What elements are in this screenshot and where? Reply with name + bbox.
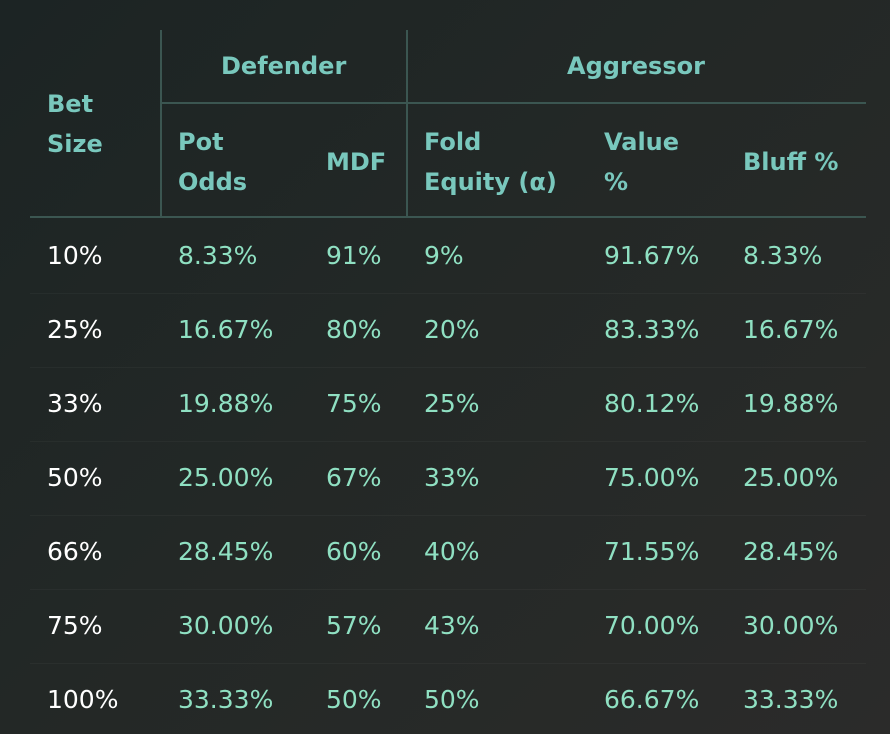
header-bet-size: Bet Size [47, 84, 103, 164]
cell-bluff-pct: 19.88% [743, 389, 839, 418]
cell-pot-odds: 28.45% [178, 537, 274, 566]
header-fold-equity-line1: Fold [424, 128, 482, 156]
cell-fold-equity: 20% [424, 315, 480, 344]
row-separator [30, 293, 866, 294]
header-pot-odds: Pot Odds [178, 122, 247, 202]
header-value-pct-line1: Value [604, 128, 680, 156]
cell-value-pct: 71.55% [604, 537, 700, 566]
header-bluff-pct: Bluff % [743, 148, 839, 176]
cell-value-pct: 83.33% [604, 315, 700, 344]
cell-bet-size: 75% [47, 611, 103, 640]
cell-bet-size: 100% [47, 685, 119, 714]
header-bottom-border [30, 216, 866, 218]
cell-bet-size: 10% [47, 241, 103, 270]
cell-value-pct: 91.67% [604, 241, 700, 270]
cell-pot-odds: 30.00% [178, 611, 274, 640]
cell-fold-equity: 40% [424, 537, 480, 566]
row-separator [30, 515, 866, 516]
header-bet-size-line1: Bet [47, 90, 94, 118]
column-divider-left [160, 30, 162, 218]
cell-bluff-pct: 25.00% [743, 463, 839, 492]
cell-fold-equity: 33% [424, 463, 480, 492]
cell-mdf: 67% [326, 463, 382, 492]
cell-value-pct: 70.00% [604, 611, 700, 640]
cell-bet-size: 66% [47, 537, 103, 566]
cell-value-pct: 80.12% [604, 389, 700, 418]
header-bet-size-line2: Size [47, 130, 103, 158]
cell-bet-size: 33% [47, 389, 103, 418]
cell-mdf: 50% [326, 685, 382, 714]
header-value-pct: Value % [604, 122, 679, 202]
cell-fold-equity: 50% [424, 685, 480, 714]
column-divider-middle [406, 30, 408, 218]
cell-mdf: 60% [326, 537, 382, 566]
cell-pot-odds: 19.88% [178, 389, 274, 418]
cell-fold-equity: 43% [424, 611, 480, 640]
cell-pot-odds: 25.00% [178, 463, 274, 492]
cell-pot-odds: 8.33% [178, 241, 258, 270]
cell-mdf: 91% [326, 241, 382, 270]
cell-mdf: 75% [326, 389, 382, 418]
row-separator [30, 589, 866, 590]
header-fold-equity: Fold Equity (α) [424, 122, 557, 202]
row-separator [30, 663, 866, 664]
cell-bluff-pct: 30.00% [743, 611, 839, 640]
cell-bet-size: 25% [47, 315, 103, 344]
header-defender: Defender [221, 52, 347, 80]
cell-mdf: 57% [326, 611, 382, 640]
cell-pot-odds: 33.33% [178, 685, 274, 714]
cell-fold-equity: 9% [424, 241, 464, 270]
header-value-pct-line2: % [604, 168, 629, 196]
group-header-underline [160, 102, 866, 104]
header-pot-odds-line2: Odds [178, 168, 248, 196]
cell-bluff-pct: 33.33% [743, 685, 839, 714]
cell-bet-size: 50% [47, 463, 103, 492]
cell-bluff-pct: 8.33% [743, 241, 823, 270]
row-separator [30, 441, 866, 442]
cell-pot-odds: 16.67% [178, 315, 274, 344]
row-separator [30, 367, 866, 368]
header-fold-equity-line2: Equity (α) [424, 168, 557, 196]
header-aggressor: Aggressor [567, 52, 705, 80]
cell-bluff-pct: 16.67% [743, 315, 839, 344]
cell-bluff-pct: 28.45% [743, 537, 839, 566]
header-pot-odds-line1: Pot [178, 128, 224, 156]
header-mdf: MDF [326, 148, 387, 176]
cell-value-pct: 66.67% [604, 685, 700, 714]
cell-value-pct: 75.00% [604, 463, 700, 492]
cell-mdf: 80% [326, 315, 382, 344]
cell-fold-equity: 25% [424, 389, 480, 418]
